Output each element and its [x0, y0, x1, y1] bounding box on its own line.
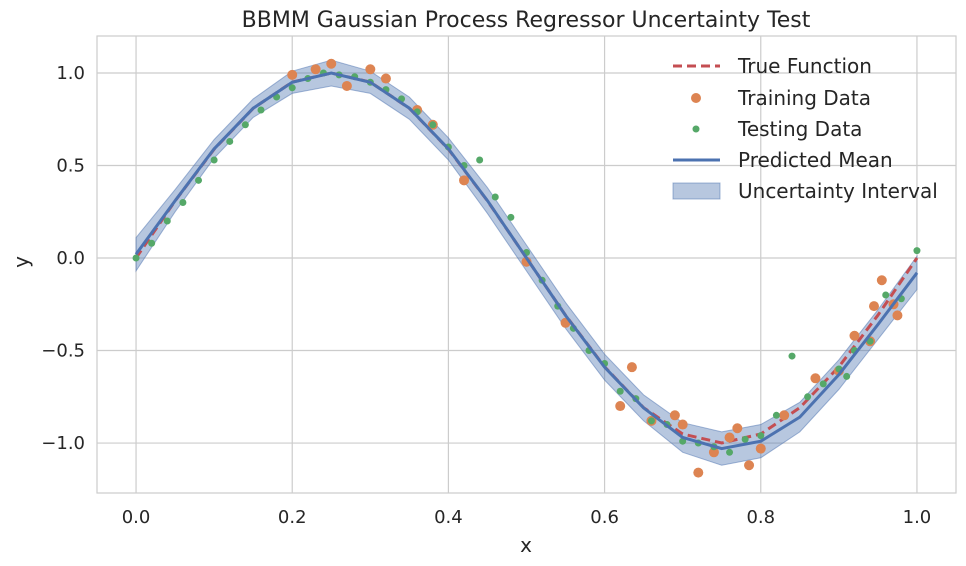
legend: True Function Training Data Testing Data…: [672, 54, 938, 203]
training-point: [779, 410, 790, 421]
training-point: [708, 447, 719, 458]
x-axis-label: x: [520, 533, 532, 557]
testing-point: [195, 176, 203, 184]
testing-point: [288, 84, 296, 92]
training-point: [310, 64, 321, 75]
testing-point: [148, 239, 156, 247]
x-tick-label: 0.2: [278, 507, 307, 528]
testing-point: [866, 337, 874, 345]
legend-testing-data-swatch: [692, 125, 700, 133]
training-point: [876, 275, 887, 286]
x-tick-label: 0.0: [122, 507, 151, 528]
legend-true-function-label: True Function: [737, 54, 872, 78]
training-point: [892, 310, 903, 321]
training-point: [869, 301, 880, 312]
testing-point: [476, 156, 484, 164]
training-point: [326, 58, 337, 69]
x-tick-label: 0.6: [590, 507, 619, 528]
legend-predicted-mean-label: Predicted Mean: [738, 148, 893, 172]
training-point: [677, 419, 688, 430]
testing-point: [226, 137, 234, 145]
chart-title: BBMM Gaussian Process Regressor Uncertai…: [242, 8, 811, 33]
y-tick-label: 0.0: [56, 248, 85, 269]
legend-uncertainty-interval-swatch: [672, 182, 721, 200]
y-tick-label: 1.0: [56, 63, 85, 84]
legend-training-data-swatch: [691, 93, 701, 103]
x-tick-label: 0.4: [434, 507, 463, 528]
testing-point: [741, 435, 749, 443]
training-point: [287, 69, 298, 80]
training-point: [380, 73, 391, 84]
x-tick-label: 1.0: [903, 507, 932, 528]
testing-point: [772, 411, 780, 419]
x-tick-label: 0.8: [746, 507, 775, 528]
testing-point: [257, 106, 265, 114]
testing-point: [819, 380, 827, 388]
testing-point: [882, 291, 890, 299]
training-point: [732, 423, 743, 434]
testing-point: [241, 121, 249, 129]
training-point: [744, 460, 755, 471]
plot-frame: [96, 35, 957, 494]
training-point: [615, 401, 626, 412]
legend-uncertainty-interval-label: Uncertainty Interval: [738, 179, 938, 203]
testing-point: [210, 156, 218, 164]
training-point: [459, 175, 470, 186]
legend-testing-data-label: Testing Data: [737, 117, 862, 141]
testing-point: [179, 199, 187, 207]
testing-point: [491, 193, 499, 201]
testing-point: [616, 387, 624, 395]
testing-point: [132, 254, 140, 262]
training-point: [365, 64, 376, 75]
training-point: [626, 362, 637, 373]
y-tick-label: 0.5: [56, 156, 85, 177]
training-point: [849, 330, 860, 341]
testing-point: [429, 121, 437, 129]
training-point: [810, 373, 821, 384]
training-point: [755, 443, 766, 454]
legend-training-data-label: Training Data: [737, 86, 871, 110]
x-tick-labels: 0.0 0.2 0.4 0.6 0.8 1.0: [122, 507, 932, 528]
predicted-mean-layer: [134, 71, 919, 451]
testing-point: [757, 432, 765, 440]
testing-point: [726, 448, 734, 456]
testing-point: [913, 247, 921, 255]
y-tick-labels: −1.0 −0.5 0.0 0.5 1.0: [41, 63, 85, 454]
training-point: [724, 432, 735, 443]
y-tick-label: −0.5: [41, 341, 85, 362]
training-point: [341, 80, 352, 91]
testing-point: [163, 217, 171, 225]
training-point: [669, 410, 680, 421]
testing-point: [507, 213, 515, 221]
training-point: [693, 467, 704, 478]
testing-point: [788, 352, 796, 360]
testing-point: [804, 393, 812, 401]
y-tick-label: −1.0: [41, 433, 85, 454]
testing-point: [843, 372, 851, 380]
predicted-mean-line: [134, 71, 919, 451]
y-axis-label: y: [9, 256, 33, 268]
testing-point: [647, 417, 655, 425]
